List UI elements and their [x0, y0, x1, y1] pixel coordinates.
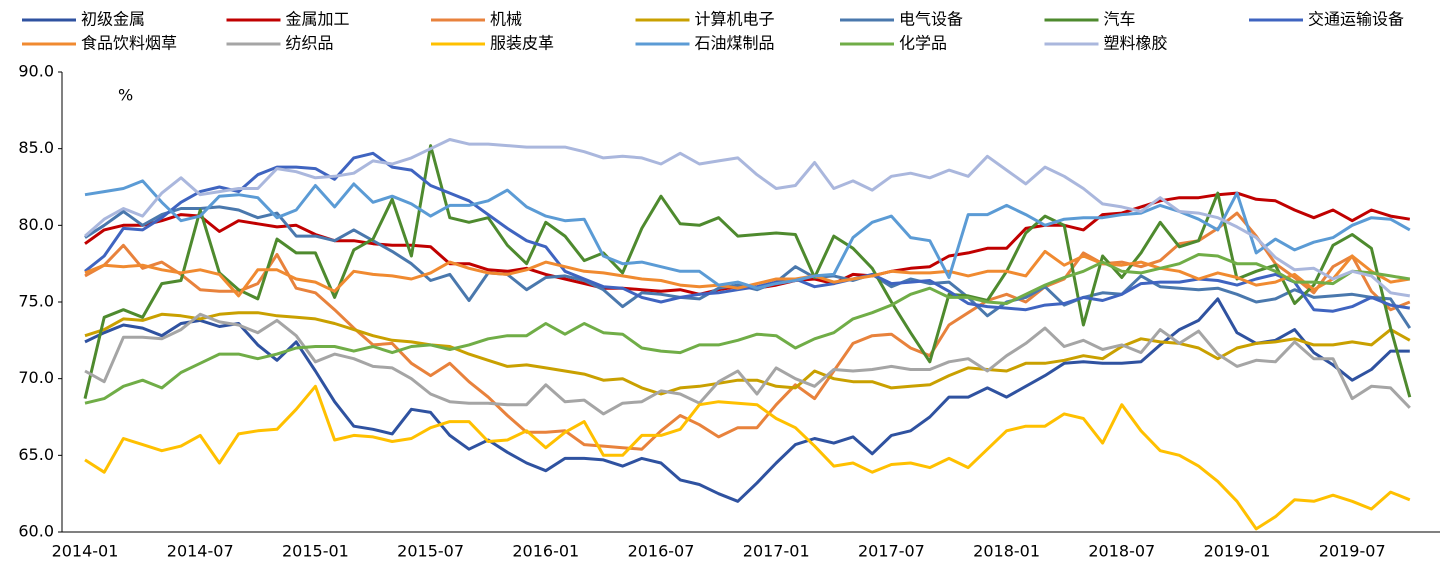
legend-label: 服装皮革: [490, 34, 554, 53]
series-line: [84, 211, 1411, 451]
x-tick-label: 2018-01: [973, 542, 1040, 561]
x-tick-label: 2015-01: [282, 542, 349, 561]
y-tick-label: 65.0: [18, 445, 54, 464]
legend-label: 初级金属: [81, 10, 145, 29]
x-tick-label: 2016-01: [512, 542, 579, 561]
legend-label: 电气设备: [899, 10, 963, 29]
legend-label: 计算机电子: [695, 10, 775, 29]
x-tick-label: 2014-07: [167, 542, 234, 561]
legend-label: 食品饮料烟草: [81, 34, 177, 53]
x-tick-label: 2016-07: [628, 542, 695, 561]
y-tick-label: 80.0: [18, 215, 54, 234]
series-line: [84, 312, 1411, 416]
y-tick-label: 85.0: [18, 138, 54, 157]
x-tick-label: 2017-01: [743, 542, 810, 561]
x-tick-label: 2017-07: [858, 542, 925, 561]
legend-label: 化学品: [899, 34, 947, 53]
y-tick-label: 60.0: [18, 522, 54, 541]
series-line: [84, 297, 1410, 503]
y-tick-label: 90.0: [18, 62, 54, 81]
legend-label: 汽车: [1104, 10, 1136, 29]
x-tick-label: 2014-01: [52, 542, 119, 561]
legend-label: 机械: [490, 10, 522, 29]
legend-label: 石油煤制品: [695, 34, 775, 53]
series-line: [84, 179, 1411, 290]
legend-label: 金属加工: [286, 10, 350, 29]
series-line: [84, 253, 1411, 405]
y-tick-label: 70.0: [18, 368, 54, 387]
legend-label: 纺织品: [286, 34, 334, 53]
y-unit: %: [118, 86, 133, 105]
series-line: [84, 384, 1411, 531]
series-line: [83, 144, 1412, 399]
x-tick-label: 2019-07: [1319, 542, 1386, 561]
x-tick-label: 2015-07: [397, 542, 464, 561]
legend-label: 交通运输设备: [1308, 10, 1404, 29]
series-line: [84, 138, 1411, 298]
x-tick-label: 2018-07: [1088, 542, 1155, 561]
x-tick-label: 2019-01: [1204, 542, 1271, 561]
legend-label: 塑料橡胶: [1104, 34, 1168, 53]
series-line: [84, 151, 1411, 313]
y-tick-label: 75.0: [18, 292, 54, 311]
